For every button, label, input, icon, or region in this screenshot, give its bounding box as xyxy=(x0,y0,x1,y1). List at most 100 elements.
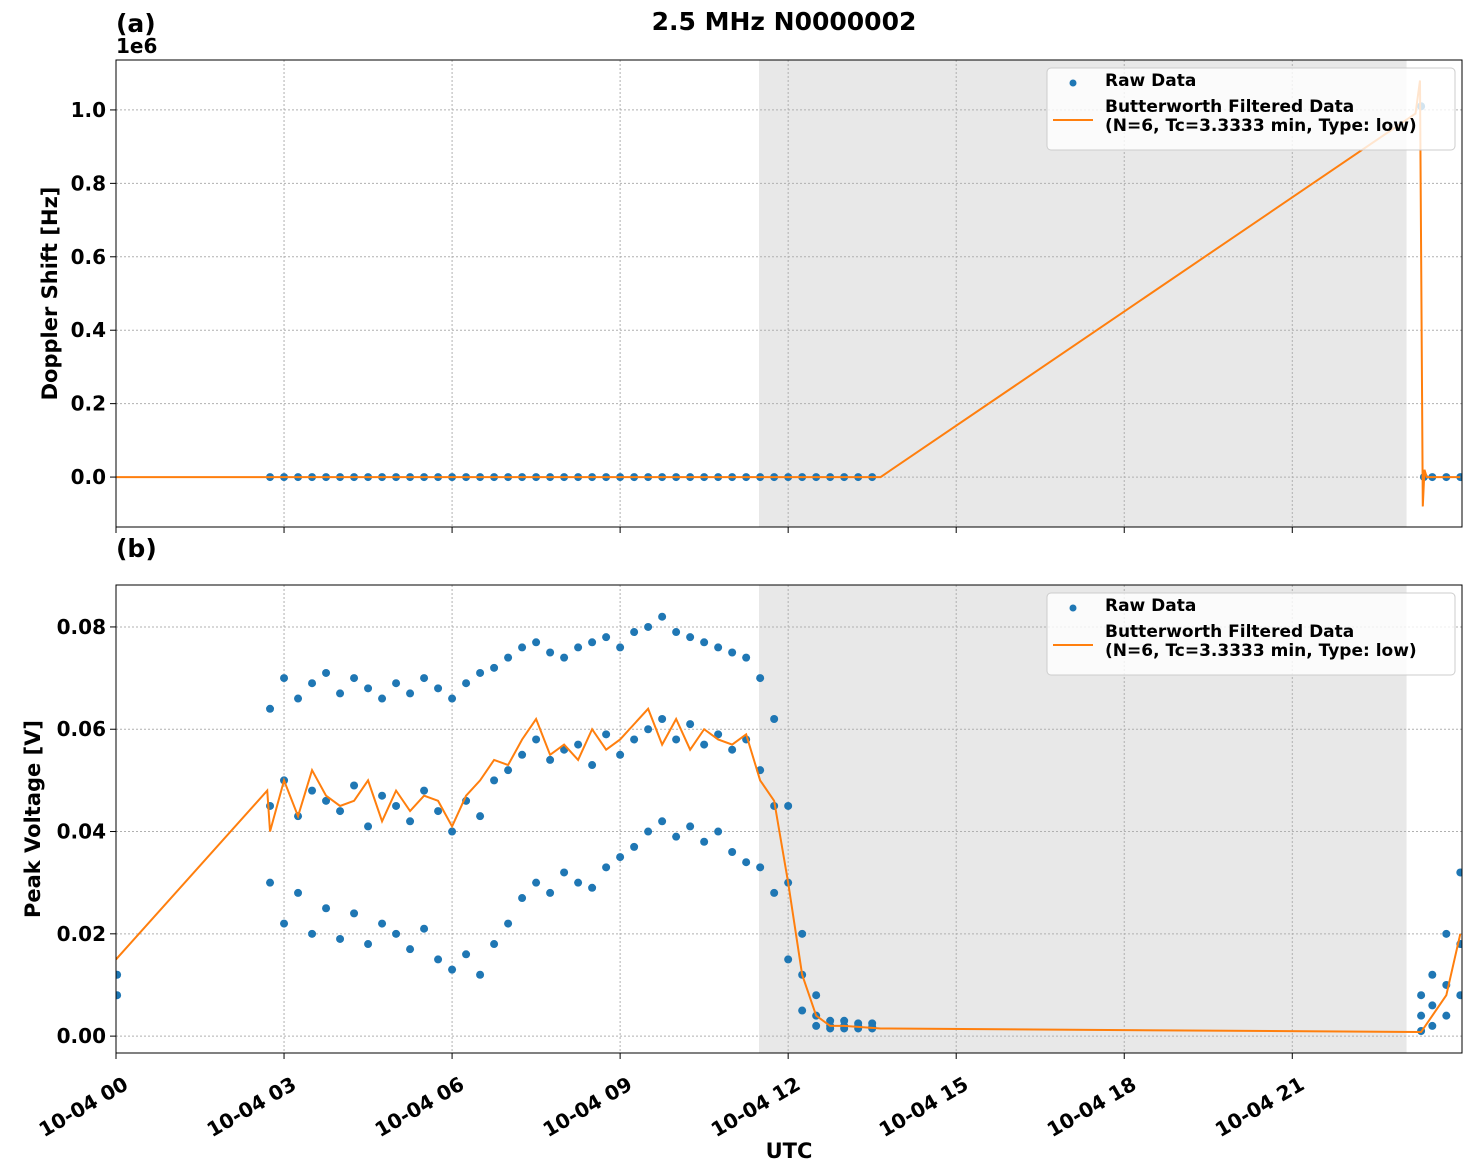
raw-point xyxy=(560,653,569,662)
raw-point xyxy=(658,715,667,724)
raw-point xyxy=(714,643,723,652)
raw-point xyxy=(322,796,331,805)
raw-point xyxy=(588,761,597,770)
raw-point xyxy=(630,628,639,637)
raw-point xyxy=(406,945,415,954)
raw-point xyxy=(116,970,122,979)
y-tick-label: 0.4 xyxy=(71,318,106,342)
x-tick-label: 10-04 06 xyxy=(371,1072,469,1142)
raw-point xyxy=(476,970,485,979)
raw-point xyxy=(672,832,681,841)
filtered-line xyxy=(116,706,1462,1034)
raw-point xyxy=(700,638,709,647)
raw-point xyxy=(406,689,415,698)
raw-point xyxy=(602,863,611,872)
legend-label: Butterworth Filtered Data (N=6, Tc=3.333… xyxy=(1105,623,1417,661)
raw-point xyxy=(448,965,457,974)
raw-point xyxy=(378,694,387,703)
raw-point xyxy=(1428,1001,1437,1010)
raw-point xyxy=(630,735,639,744)
raw-point xyxy=(798,1006,807,1015)
raw-point xyxy=(420,674,429,683)
raw-point xyxy=(728,648,737,657)
raw-point xyxy=(490,776,499,785)
raw-point xyxy=(686,633,695,642)
raw-point xyxy=(350,781,359,790)
legend-box xyxy=(1046,67,1456,151)
raw-point xyxy=(574,740,583,749)
raw-point xyxy=(1442,929,1451,938)
raw-point xyxy=(714,827,723,836)
raw-point xyxy=(336,689,345,698)
raw-point xyxy=(812,991,821,1000)
raw-point xyxy=(392,679,401,688)
raw-point xyxy=(602,730,611,739)
raw-point xyxy=(616,643,625,652)
raw-point xyxy=(476,812,485,821)
x-tick-label: 10-04 09 xyxy=(539,1072,637,1142)
chart-title: 2.5 MHz N0000002 xyxy=(652,7,917,36)
raw-point xyxy=(1428,970,1437,979)
y-tick-label: 0.6 xyxy=(71,245,106,269)
legend-box xyxy=(1046,592,1456,676)
raw-point xyxy=(504,766,513,775)
legend-entry: Butterworth Filtered Data (N=6, Tc=3.333… xyxy=(1105,623,1417,661)
raw-point xyxy=(728,847,737,856)
legend-label: Raw Data xyxy=(1105,72,1197,91)
y-tick-label: 0.08 xyxy=(57,615,106,639)
y-tick-label: 0.02 xyxy=(57,922,106,946)
raw-point xyxy=(266,878,275,887)
legend-entry: Raw Data xyxy=(1105,72,1197,91)
raw-point xyxy=(728,745,737,754)
x-tick-label: 10-04 00 xyxy=(35,1072,133,1142)
raw-point xyxy=(546,755,555,764)
raw-point xyxy=(116,991,122,1000)
raw-point xyxy=(364,940,373,949)
raw-point xyxy=(462,679,471,688)
raw-point xyxy=(532,878,541,887)
raw-point xyxy=(546,648,555,657)
raw-point xyxy=(476,668,485,677)
raw-point xyxy=(756,863,765,872)
raw-point xyxy=(336,807,345,816)
raw-point xyxy=(1417,991,1426,1000)
raw-point xyxy=(322,668,331,677)
raw-point xyxy=(1442,1011,1451,1020)
raw-point xyxy=(700,740,709,749)
raw-point xyxy=(392,929,401,938)
raw-point xyxy=(574,643,583,652)
raw-point xyxy=(518,894,527,903)
y-axis-label: Doppler Shift [Hz] xyxy=(38,187,62,401)
raw-point xyxy=(588,883,597,892)
raw-point xyxy=(518,750,527,759)
raw-point xyxy=(308,929,317,938)
panel-label: (b) xyxy=(116,534,157,563)
x-axis-label: UTC xyxy=(766,1139,813,1163)
raw-point xyxy=(770,715,779,724)
raw-point xyxy=(812,1021,821,1030)
y-tick-label: 0.04 xyxy=(57,820,106,844)
raw-point xyxy=(784,955,793,964)
raw-point xyxy=(616,853,625,862)
y-tick-label: 0.00 xyxy=(57,1024,106,1048)
panel-label: (a) xyxy=(116,9,156,38)
raw-point xyxy=(742,653,751,662)
y-tick-label: 0.0 xyxy=(71,465,106,489)
raw-point xyxy=(392,801,401,810)
legend-marker xyxy=(1069,604,1077,612)
raw-point xyxy=(350,909,359,918)
raw-point xyxy=(770,888,779,897)
raw-point xyxy=(686,822,695,831)
x-tick-label: 10-04 21 xyxy=(1211,1072,1309,1142)
raw-point xyxy=(378,791,387,800)
raw-point xyxy=(406,817,415,826)
y-axis-label: Peak Voltage [V] xyxy=(21,720,45,918)
raw-point xyxy=(630,842,639,851)
raw-point xyxy=(644,827,653,836)
raw-point xyxy=(798,929,807,938)
raw-point xyxy=(420,786,429,795)
raw-point xyxy=(364,684,373,693)
raw-point xyxy=(462,950,471,959)
raw-point xyxy=(504,919,513,928)
